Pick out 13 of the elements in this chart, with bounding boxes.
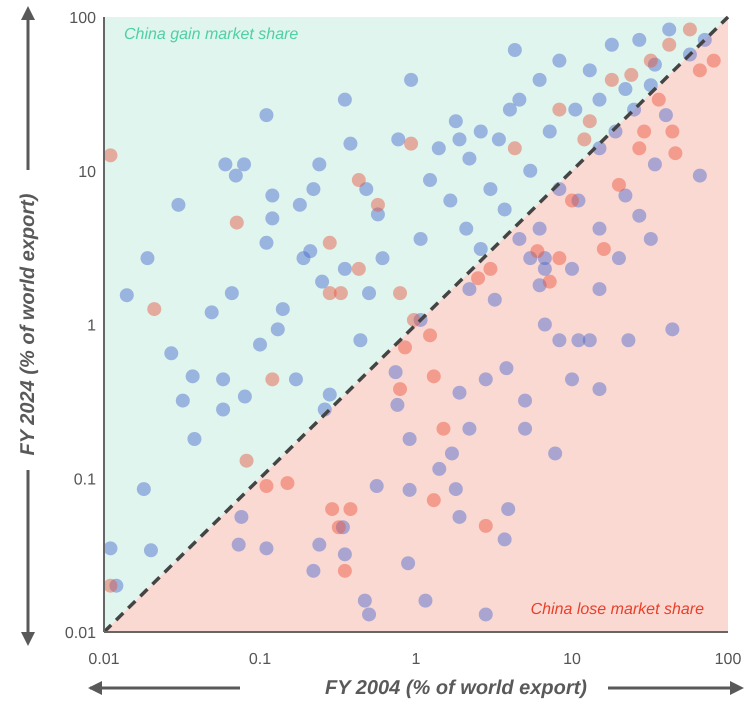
- y-tick-label: 1: [87, 318, 96, 334]
- x-tick-label: 1: [412, 651, 421, 668]
- x-axis-title: FY 2004 (% of world export): [325, 677, 588, 699]
- y-tick-label: 0.1: [74, 471, 96, 488]
- y-tick-label: 0.01: [64, 625, 96, 642]
- x-tick-label: 0.1: [248, 651, 272, 668]
- y-tick-label: 100: [69, 10, 96, 27]
- y-axis-title: FY 2024 (% of world export): [17, 193, 39, 456]
- x-tick-label: 100: [714, 651, 742, 668]
- x-tick-label: 10: [563, 651, 581, 668]
- y-tick-label: 10: [78, 164, 96, 181]
- annotation: China lose market share: [530, 601, 704, 618]
- annotation: China gain market share: [124, 26, 298, 43]
